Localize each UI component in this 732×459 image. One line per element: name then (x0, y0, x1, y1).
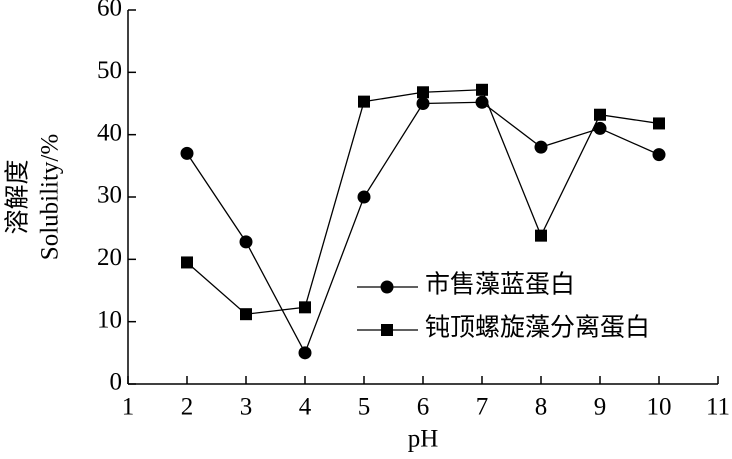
y-tick-label: 40 (97, 119, 122, 146)
x-tick-label: 2 (181, 394, 194, 421)
marker (594, 108, 606, 121)
marker (535, 229, 547, 242)
y-tick-label: 20 (97, 244, 122, 271)
marker (240, 308, 252, 321)
marker (417, 86, 429, 99)
x-axis-label: pH (408, 426, 439, 453)
marker (380, 280, 394, 294)
x-tick-label: 6 (417, 394, 430, 421)
marker (298, 346, 312, 360)
marker (357, 190, 371, 204)
marker (653, 117, 665, 130)
marker (299, 301, 311, 314)
marker (381, 324, 393, 336)
y-tick-label: 30 (97, 182, 122, 209)
y-tick-label: 0 (110, 369, 123, 396)
legend-label: 市售藻蓝蛋白 (425, 271, 575, 299)
y-tick-label: 50 (97, 57, 122, 84)
marker (652, 148, 666, 162)
x-tick-label: 11 (706, 394, 730, 421)
y-tick-label: 10 (97, 306, 122, 333)
y-axis-label: 溶解度 (4, 159, 32, 234)
marker (181, 256, 193, 269)
x-tick-label: 10 (647, 394, 672, 421)
x-tick-label: 5 (358, 394, 371, 421)
marker (180, 146, 194, 160)
x-tick-label: 9 (594, 394, 607, 421)
series-line (186, 89, 660, 315)
legend-label: 钝顶螺旋藻分离蛋白 (425, 314, 650, 342)
x-tick-label: 1 (122, 394, 135, 421)
marker (534, 140, 548, 154)
x-tick-label: 4 (299, 394, 312, 421)
marker (593, 121, 607, 135)
marker (476, 83, 488, 96)
marker (239, 235, 253, 249)
x-tick-label: 7 (476, 394, 489, 421)
marker (416, 97, 430, 110)
x-tick-label: 3 (240, 394, 253, 421)
x-tick-label: 8 (535, 394, 548, 421)
y-axis-label: Solubility/% (37, 134, 64, 260)
y-tick-label: 60 (97, 0, 122, 22)
marker (358, 95, 370, 108)
